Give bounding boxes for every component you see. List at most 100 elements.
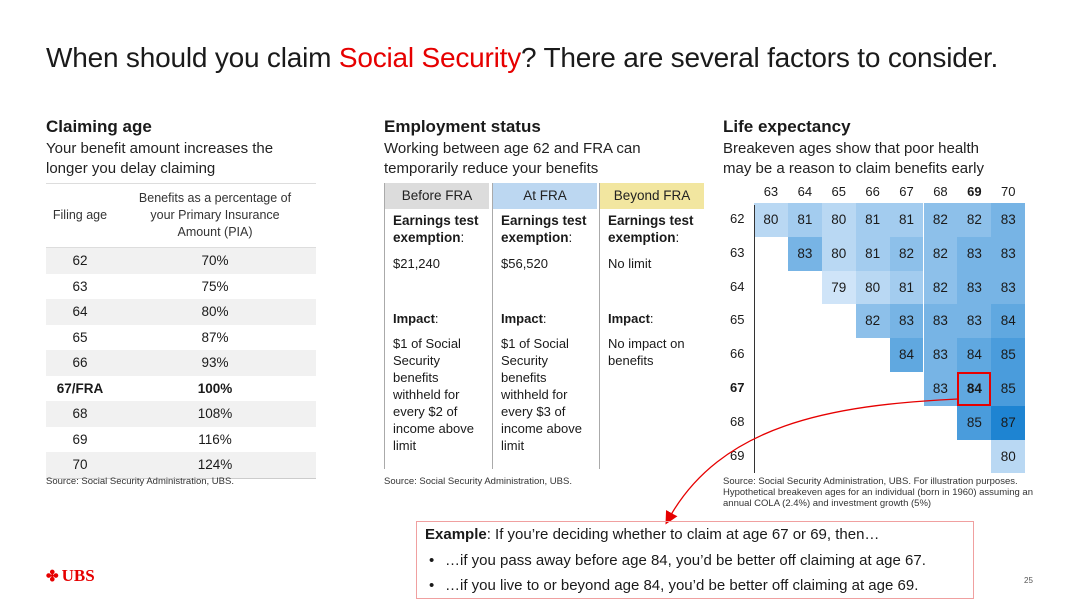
pia-percentage-cell: 70% [114,247,316,274]
breakeven-cell: 81 [889,203,924,237]
claim-age-column-label: 69 [967,184,982,199]
life-expectancy-heading: Life expectancy [723,117,851,136]
pia-percentage-header: Benefits as a percentage of your Primary… [114,183,316,248]
table-row: 64 80% [46,299,316,325]
claim-age-column-label: 68 [933,184,948,199]
breakeven-cell: 83 [787,236,822,271]
breakeven-cell: 80 [754,203,788,237]
breakeven-cell: 83 [889,304,924,339]
life-expectancy-source: Source: Social Security Administration, … [723,476,1033,509]
table-row: 63 75% [46,274,316,300]
impact-label: Impact [501,311,543,326]
life-expectancy-subtitle: Breakeven ages show that poor health may … [723,140,984,177]
pia-percentage-cell: 75% [201,278,229,294]
claim-age-column-label: 64 [797,184,813,199]
breakeven-cell: 83 [991,203,1026,237]
employment-column: Before FRA Earnings test exemption: $21,24… [384,183,489,469]
breakeven-cell: 81 [787,203,822,237]
breakeven-cell: 84 [957,338,992,372]
table-row: 65 87% [46,325,316,351]
filing-age-cell: 66 [46,350,114,376]
filing-age-cell: 68 [46,401,114,427]
filing-age-cell: 63 [72,278,88,294]
pia-percentage-cell: 93% [114,350,316,376]
example-bullet: …if you pass away before age 84, you’d b… [429,548,973,573]
breakeven-cell: 82 [923,203,958,237]
filing-age-header: Filing age [46,183,114,248]
table-row: 67/FRA 100% [46,376,316,402]
breakeven-cell: 81 [889,270,924,305]
claiming-age-heading: Claiming age [46,117,152,136]
claim-age-column-label: 66 [865,184,880,199]
filing-age-cell: 65 [72,329,88,345]
breakeven-cell: 82 [855,304,890,339]
ubs-logo: ✤ UBS [46,566,95,585]
claim-age-row-label: 63 [730,244,745,260]
breakeven-cell: 82 [923,236,958,271]
claiming-age-source: Source: Social Security Administration, … [46,476,234,487]
filing-age-cell: 67/FRA [56,380,104,396]
breakeven-cell: 85 [991,372,1026,406]
impact-value: $1 of Social Security benefits withheld … [501,336,582,453]
claiming-age-subtitle: Your benefit amount increases the longer … [46,140,274,177]
claim-age-row-label: 64 [730,278,745,294]
breakeven-cell-highlighted: 84 [957,372,992,406]
exemption-label: Earnings test exemption [501,213,587,245]
breakeven-cell: 85 [957,405,992,440]
breakeven-cell: 84 [991,304,1026,339]
example-bullet: …if you live to or beyond age 84, you’d … [429,573,973,598]
example-bullets: …if you pass away before age 84, you’d b… [425,548,973,598]
breakeven-cell: 80 [855,270,890,305]
pia-percentage-cell: 116% [198,431,232,447]
employment-column-header: Before FRA [385,183,489,209]
filing-age-cell: 69 [72,431,88,447]
claim-age-column-label: 70 [1001,184,1016,199]
claim-age-row-label: 65 [730,312,745,328]
pia-percentage-cell: 108% [114,401,316,427]
claim-age-column-label: 63 [763,184,779,199]
employment-column: Beyond FRA Earnings test exemption: No lim… [599,183,704,469]
table-row: 66 93% [46,350,316,376]
grid-axis-line [754,205,755,473]
pia-percentage-cell: 87% [201,329,229,345]
exemption-value: No limit [608,256,652,271]
breakeven-cell: 87 [991,405,1026,440]
impact-label: Impact [393,311,435,326]
filing-age-cell: 62 [46,247,114,274]
employment-column: At FRA Earnings test exemption: $56,520 Imp… [492,183,597,469]
exemption-value: $56,520 [501,256,548,271]
keys-icon: ✤ [46,569,59,585]
employment-column-header: At FRA [493,183,597,209]
claim-age-row-label: 62 [730,211,745,226]
claim-age-row-label: 66 [730,346,745,362]
employment-status-subtitle: Working between age 62 and FRA can tempor… [384,140,641,177]
breakeven-cell: 80 [821,236,856,271]
breakeven-cell: 80 [991,439,1026,474]
breakeven-cell: 80 [821,203,856,237]
claim-age-row-label: 68 [730,413,745,429]
impact-label: Impact [608,311,650,326]
breakeven-cell: 79 [821,270,856,305]
claim-age-row-label: 67 [730,380,745,395]
claim-age-column-label: 65 [831,184,846,199]
table-row: 68 108% [46,401,316,427]
breakeven-cell: 83 [957,304,992,339]
breakeven-cell: 83 [923,338,958,372]
pia-percentage-cell: 80% [114,299,316,325]
breakeven-cell: 81 [855,203,890,237]
benefit-percentage-table: Filing age Benefits as a percentage of y… [46,183,316,479]
example-callout: Example: If you’re deciding whether to c… [416,521,974,599]
claim-age-column-label: 67 [899,184,914,199]
pia-percentage-cell: 100% [197,380,233,396]
employment-column-header: Beyond FRA [600,183,704,209]
employment-status-heading: Employment status [384,117,541,136]
employment-source: Source: Social Security Administration, … [384,476,572,487]
filing-age-cell: 64 [46,299,114,325]
breakeven-cell: 83 [923,304,958,339]
breakeven-cell: 84 [889,338,924,372]
table-row: 69 116% [46,427,316,453]
breakeven-cell: 83 [957,236,992,271]
exemption-label: Earnings test exemption [393,213,479,245]
page-number: 25 [1024,576,1033,585]
